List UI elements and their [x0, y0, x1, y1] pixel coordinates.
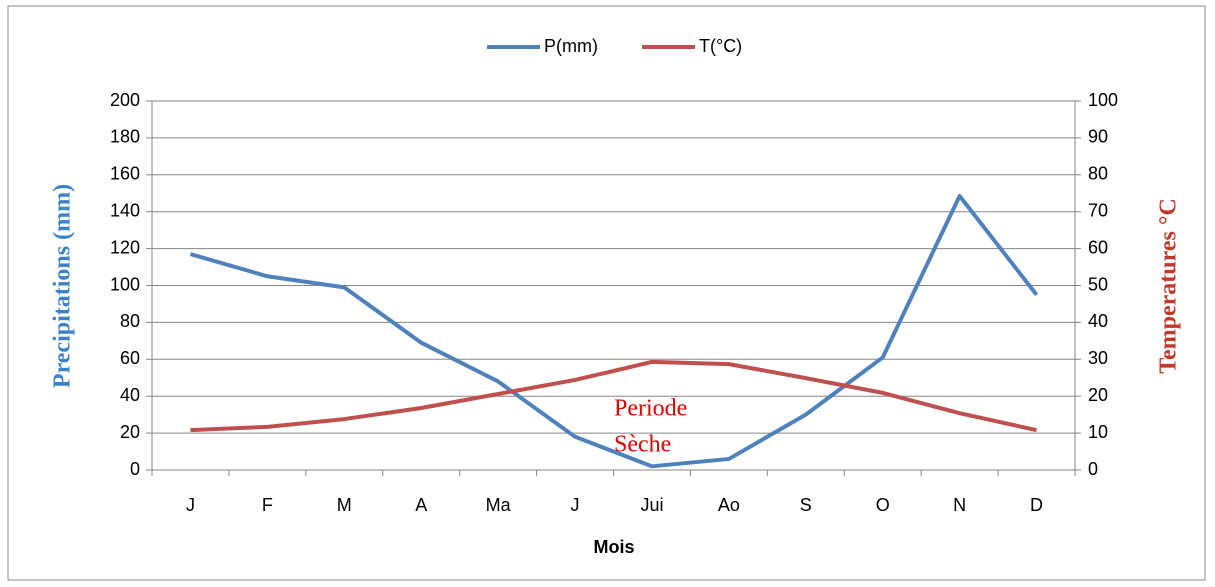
x-tick-label: A — [415, 495, 427, 515]
y-tick-label: 0 — [130, 459, 140, 479]
x-tick-label: N — [953, 495, 966, 515]
y2-tick-label: 70 — [1088, 200, 1108, 220]
annotation: Sèche — [614, 432, 671, 458]
x-tick-label: Jui — [640, 495, 663, 515]
y2-tick-label: 80 — [1088, 164, 1108, 184]
x-tick-label: J — [571, 495, 580, 515]
legend-label: P(mm) — [544, 36, 598, 56]
y-tick-label: 20 — [120, 422, 140, 442]
line-series — [190, 359, 1037, 433]
y-tick-label: 200 — [110, 90, 140, 110]
y2-tick-label: 40 — [1088, 311, 1108, 331]
x-tick-label: D — [1030, 495, 1043, 515]
y-tick-label: 60 — [120, 348, 140, 368]
y2-tick-label: 50 — [1088, 274, 1108, 294]
x-tick-label: O — [876, 495, 890, 515]
x-tick-label: S — [800, 495, 812, 515]
y2-axis-title: Temperatures °C — [1156, 198, 1182, 374]
y2-tick-label: 20 — [1088, 385, 1108, 405]
y2-tick-label: 30 — [1088, 348, 1108, 368]
y2-tick-label: 60 — [1088, 237, 1108, 257]
y-tick-label: 100 — [110, 274, 140, 294]
chart-border — [7, 5, 1206, 581]
x-axis-title: Mois — [593, 537, 634, 557]
x-tick-label: Ma — [486, 495, 512, 515]
y-tick-label: 120 — [110, 237, 140, 257]
legend-label: T(°C) — [699, 36, 742, 56]
y2-tick-label: 100 — [1088, 90, 1118, 110]
x-tick-label: M — [337, 495, 352, 515]
annotation: Periode — [614, 396, 687, 422]
y2-tick-label: 10 — [1088, 422, 1108, 442]
y-axis-title: Precipitations (mm) — [50, 184, 76, 388]
x-tick-label: F — [262, 495, 273, 515]
y2-tick-label: 0 — [1088, 459, 1098, 479]
y-tick-label: 40 — [120, 385, 140, 405]
y-tick-label: 160 — [110, 164, 140, 184]
y-tick-label: 140 — [110, 200, 140, 220]
y-tick-label: 180 — [110, 127, 140, 147]
x-tick-label: J — [186, 495, 195, 515]
line-series — [189, 194, 1039, 469]
y2-tick-label: 90 — [1088, 127, 1108, 147]
y-tick-label: 80 — [120, 311, 140, 331]
x-tick-label: Ao — [718, 495, 740, 515]
